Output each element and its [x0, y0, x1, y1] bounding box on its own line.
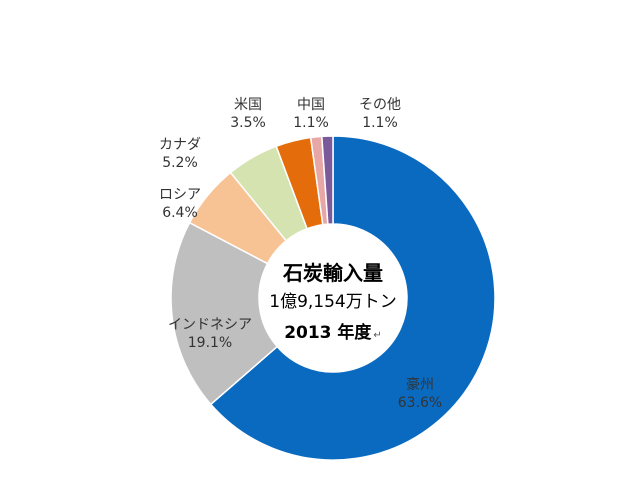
label-indonesia-pct: 19.1%	[187, 335, 233, 351]
label-indonesia-name: インドネシア	[168, 317, 252, 333]
return-mark: ↵	[373, 330, 382, 341]
label-other: その他 1.1%	[359, 96, 401, 132]
label-canada-name: カナダ	[159, 137, 201, 153]
label-other-name: その他	[359, 97, 401, 113]
label-china-name: 中国	[296, 97, 325, 113]
center-year: 2013 年度 ↵	[284, 318, 382, 343]
center-amount: 1億9,154万トン	[269, 292, 397, 312]
label-china-pct: 1.1%	[293, 115, 329, 131]
label-usa-pct: 3.5%	[230, 115, 266, 131]
label-russia-name: ロシア	[159, 187, 201, 203]
label-usa: 米国 3.5%	[230, 96, 266, 132]
label-australia: 豪州 63.6%	[398, 376, 442, 412]
label-indonesia: インドネシア 19.1%	[168, 316, 252, 352]
label-russia: ロシア 6.4%	[159, 186, 201, 222]
label-russia-pct: 6.4%	[162, 205, 198, 221]
label-china: 中国 1.1%	[293, 96, 329, 132]
label-canada: カナダ 5.2%	[159, 136, 201, 172]
label-australia-name: 豪州	[405, 377, 434, 393]
label-usa-name: 米国	[233, 97, 262, 113]
label-canada-pct: 5.2%	[162, 155, 198, 171]
donut-hole	[259, 224, 407, 372]
center-year-text: 2013 年度	[284, 323, 372, 343]
label-other-pct: 1.1%	[362, 115, 398, 131]
center-title: 石炭輸入量	[283, 261, 383, 285]
label-australia-pct: 63.6%	[397, 395, 443, 411]
